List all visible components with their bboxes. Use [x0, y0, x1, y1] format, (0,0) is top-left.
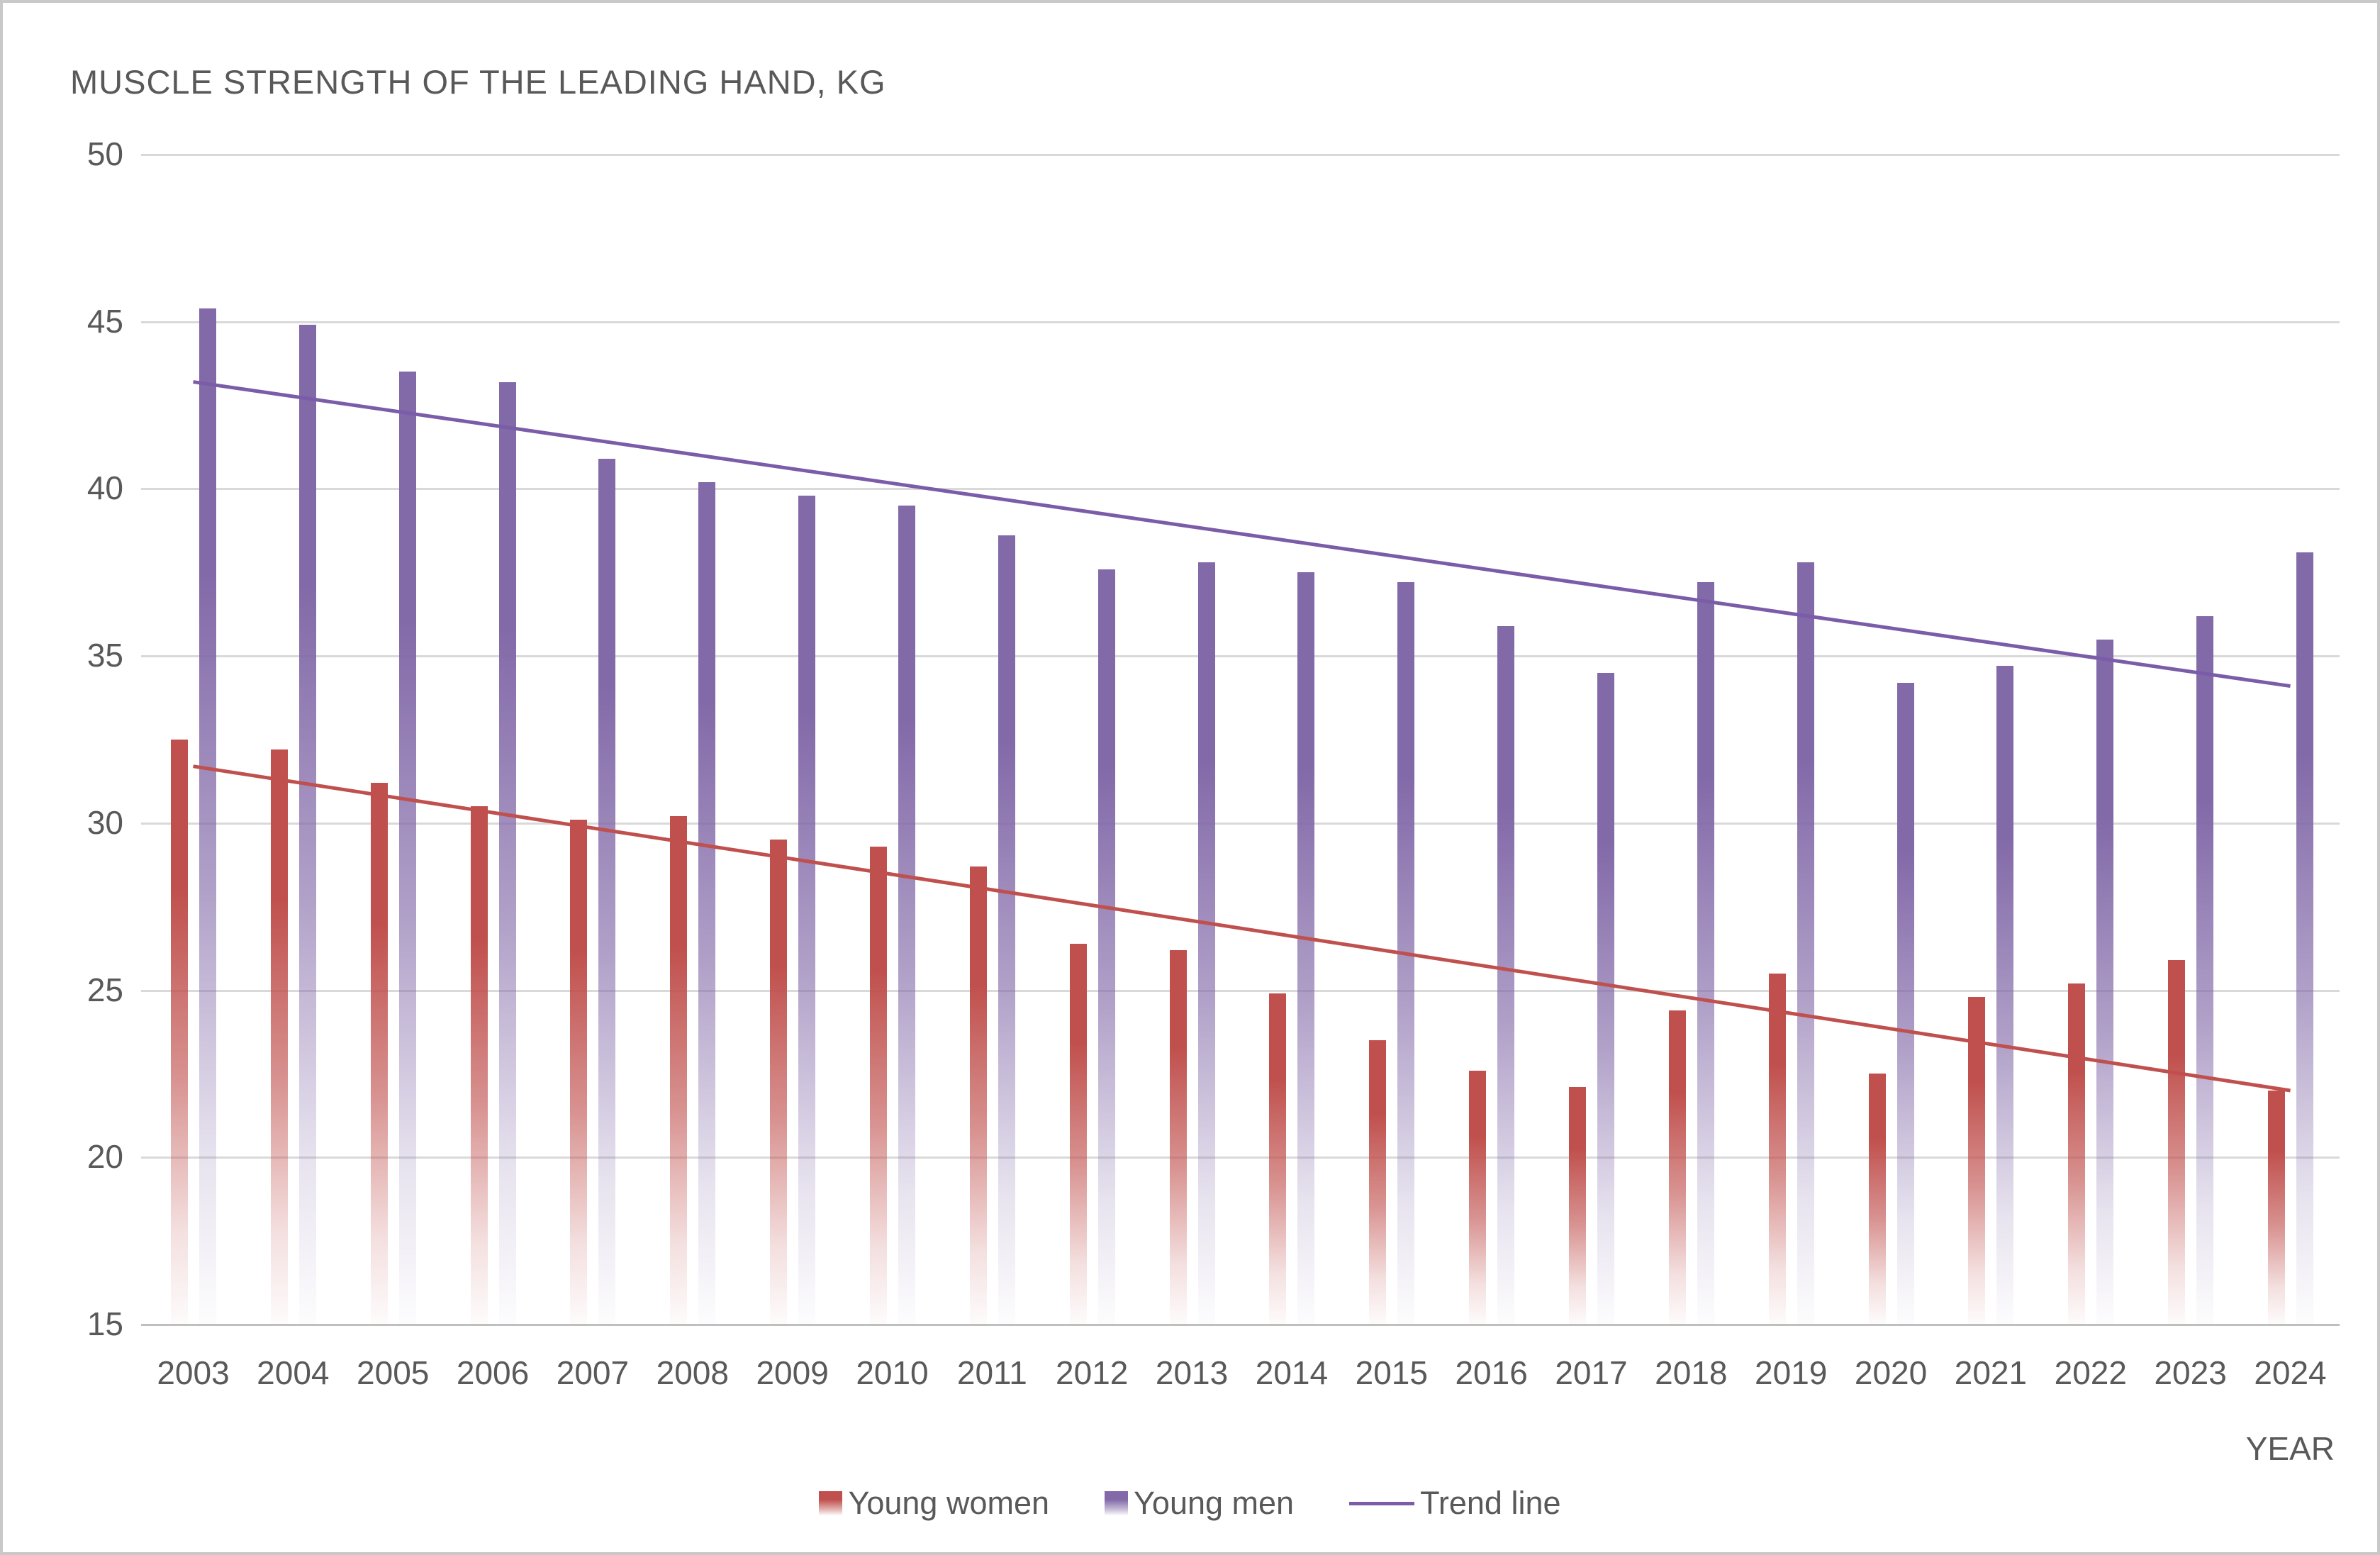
- legend: Young women Young men Trend line: [3, 1485, 2377, 1522]
- bar-young-women-2016: [1469, 1070, 1487, 1325]
- bar-young-men-2019: [1797, 562, 1814, 1325]
- bar-young-women-2017: [1568, 1087, 1586, 1325]
- bar-young-men-2006: [498, 381, 516, 1325]
- bar-young-women-2007: [570, 820, 588, 1325]
- y-tick-45: 45: [86, 302, 123, 340]
- x-tick-2005: 2005: [357, 1354, 430, 1391]
- bar-young-women-2004: [270, 749, 288, 1325]
- legend-label-trend-line: Trend line: [1420, 1485, 1561, 1521]
- x-tick-2023: 2023: [2154, 1354, 2227, 1391]
- x-tick-2022: 2022: [2054, 1354, 2127, 1391]
- bar-young-women-2023: [2168, 960, 2186, 1325]
- bar-young-women-2006: [470, 806, 488, 1325]
- x-tick-2014: 2014: [1255, 1354, 1329, 1391]
- x-tick-2011: 2011: [956, 1354, 1027, 1391]
- y-tick-20: 20: [86, 1138, 123, 1176]
- x-tick-2010: 2010: [856, 1354, 929, 1391]
- bar-young-women-2021: [1968, 997, 1986, 1325]
- trend-line-young-men: [193, 380, 2291, 689]
- y-tick-15: 15: [86, 1305, 123, 1342]
- gridline-25: [141, 989, 2340, 992]
- bar-young-women-2010: [869, 846, 887, 1325]
- bar-young-men-2024: [2296, 552, 2313, 1325]
- bar-young-men-2016: [1497, 625, 1515, 1325]
- bar-young-men-2011: [998, 535, 1015, 1325]
- trend-line-young-women: [193, 764, 2291, 1093]
- trend-line-sample-icon: [1349, 1501, 1415, 1505]
- x-axis-title: YEAR: [2245, 1430, 2335, 1467]
- bar-young-women-2005: [370, 783, 388, 1325]
- y-tick-30: 30: [86, 803, 123, 841]
- bar-young-men-2004: [298, 325, 316, 1325]
- gridline-35: [141, 655, 2340, 658]
- bar-young-women-2009: [770, 840, 788, 1325]
- gridline-45: [141, 321, 2340, 323]
- trend-lines-overlay: [193, 380, 2291, 1093]
- x-tick-2013: 2013: [1155, 1354, 1229, 1391]
- legend-label-young-men: Young men: [1134, 1485, 1295, 1521]
- gridline-40: [141, 488, 2340, 491]
- x-tick-2019: 2019: [1755, 1354, 1828, 1391]
- bar-young-men-2013: [1197, 562, 1215, 1325]
- bar-young-men-2021: [1996, 666, 2014, 1325]
- y-tick-50: 50: [86, 135, 123, 172]
- bar-young-men-2008: [698, 482, 716, 1325]
- x-tick-2003: 2003: [157, 1354, 230, 1391]
- x-tick-2020: 2020: [1854, 1354, 1928, 1391]
- x-tick-2009: 2009: [756, 1354, 829, 1391]
- x-tick-2021: 2021: [1954, 1354, 2028, 1391]
- x-tick-2017: 2017: [1555, 1354, 1628, 1391]
- bar-young-men-2003: [199, 308, 216, 1325]
- bar-young-men-2020: [1896, 682, 1914, 1325]
- x-tick-2004: 2004: [257, 1354, 330, 1391]
- gridline-20: [141, 1157, 2340, 1159]
- bar-young-women-2019: [1768, 974, 1786, 1325]
- bar-young-women-2012: [1069, 943, 1087, 1325]
- bar-young-men-2010: [898, 506, 915, 1325]
- x-tick-2008: 2008: [656, 1354, 729, 1391]
- legend-label-young-women: Young women: [848, 1485, 1050, 1521]
- legend-item-young-women: Young women: [819, 1485, 1049, 1522]
- x-tick-2015: 2015: [1355, 1354, 1428, 1391]
- bar-young-women-2020: [1868, 1074, 1886, 1325]
- bar-young-women-2003: [171, 740, 188, 1325]
- bar-young-women-2022: [2068, 983, 2086, 1325]
- bar-young-men-2007: [598, 459, 616, 1325]
- x-tick-2024: 2024: [2254, 1354, 2327, 1391]
- bar-young-women-2024: [2267, 1091, 2285, 1325]
- legend-item-trend-line: Trend line: [1349, 1485, 1561, 1522]
- x-axis-line: [141, 1324, 2340, 1326]
- bar-young-women-2013: [1169, 950, 1187, 1325]
- bar-young-men-2022: [2096, 639, 2114, 1325]
- legend-item-young-men: Young men: [1105, 1485, 1294, 1522]
- young-women-swatch-icon: [819, 1491, 843, 1515]
- bar-young-men-2023: [2196, 615, 2214, 1325]
- bar-young-men-2018: [1697, 582, 1714, 1325]
- bar-young-women-2015: [1369, 1040, 1387, 1325]
- bar-young-men-2005: [398, 372, 416, 1325]
- x-tick-2018: 2018: [1655, 1354, 1728, 1391]
- x-tick-2016: 2016: [1455, 1354, 1528, 1391]
- gridline-30: [141, 822, 2340, 825]
- bar-young-women-2014: [1269, 993, 1287, 1325]
- bar-young-men-2017: [1597, 672, 1614, 1325]
- bar-young-women-2018: [1668, 1010, 1686, 1325]
- y-tick-40: 40: [86, 469, 123, 507]
- x-tick-2006: 2006: [456, 1354, 530, 1391]
- x-tick-2007: 2007: [556, 1354, 630, 1391]
- x-tick-2012: 2012: [1056, 1354, 1129, 1391]
- bar-young-men-2009: [798, 495, 816, 1325]
- y-tick-35: 35: [86, 637, 123, 674]
- y-tick-25: 25: [86, 971, 123, 1008]
- bar-young-men-2012: [1097, 569, 1115, 1325]
- bar-young-men-2014: [1297, 572, 1315, 1325]
- young-men-swatch-icon: [1105, 1491, 1129, 1515]
- bar-young-women-2008: [670, 816, 688, 1325]
- bar-young-women-2011: [969, 866, 987, 1325]
- chart-title: MUSCLE STRENGTH OF THE LEADING HAND, KG: [70, 63, 886, 101]
- gridline-50: [141, 154, 2340, 156]
